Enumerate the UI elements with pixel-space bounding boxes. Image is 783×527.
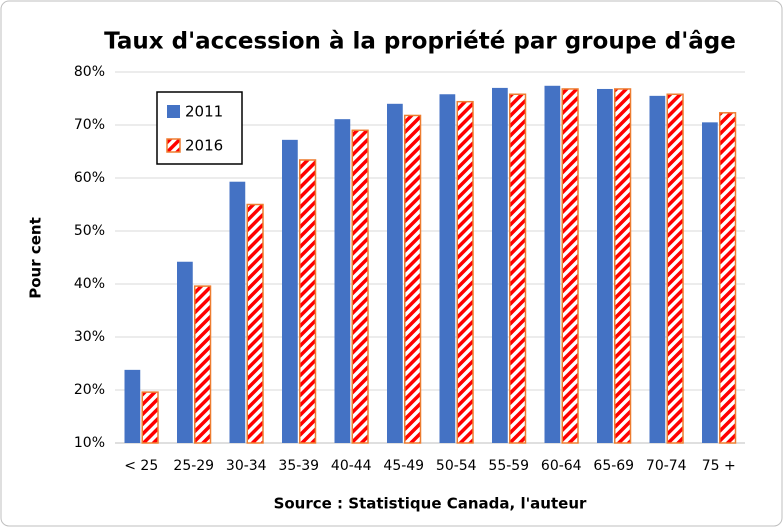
bar: [124, 369, 141, 443]
bar: [387, 103, 403, 444]
y-axis-title: Pour cent: [27, 217, 45, 299]
bar: [561, 88, 579, 444]
bar: [282, 139, 298, 443]
legend-label: 2011: [185, 103, 223, 121]
bar: [299, 159, 317, 444]
y-tick-label: 80%: [74, 64, 105, 80]
x-tick-label: 55-59: [488, 458, 529, 474]
bar: [246, 203, 264, 444]
x-tick-label: 35-39: [278, 458, 319, 474]
y-tick-label: 60%: [74, 170, 105, 186]
bar: [194, 285, 212, 444]
bar: [597, 88, 613, 444]
x-tick-label: < 25: [124, 458, 158, 474]
x-tick-label: 30-34: [226, 458, 267, 474]
y-tick-label: 70%: [74, 117, 105, 133]
y-tick-label: 50%: [74, 223, 105, 239]
legend-swatch: [167, 105, 180, 118]
bar: [544, 85, 561, 443]
bar: [509, 93, 527, 444]
y-tick-label: 10%: [74, 435, 105, 451]
bar: [702, 122, 718, 443]
bar: [404, 114, 422, 444]
bar: [334, 119, 351, 444]
y-tick-label: 40%: [74, 276, 105, 292]
x-tick-label: 40-44: [331, 458, 372, 474]
x-tick-label: 70-74: [646, 458, 687, 474]
bar: [649, 95, 666, 443]
bar: [439, 94, 456, 443]
bar: [666, 93, 684, 444]
bar: [456, 100, 474, 444]
bar: [492, 87, 508, 444]
x-tick-label: 75 +: [702, 458, 736, 474]
x-axis-title: Source : Statistique Canada, l'auteur: [274, 495, 587, 513]
x-tick-label: 25-29: [173, 458, 214, 474]
y-tick-label: 20%: [74, 382, 105, 398]
x-tick-label: 45-49: [383, 458, 424, 474]
bar: [614, 88, 632, 444]
y-tick-label: 30%: [74, 329, 105, 345]
bar: [719, 112, 737, 444]
bar: [351, 129, 369, 444]
bar: [177, 261, 193, 443]
x-tick-label: 60-64: [541, 458, 582, 474]
bar: [141, 391, 159, 444]
x-tick-label: 65-69: [593, 458, 634, 474]
bar: [229, 181, 246, 443]
legend-label: 2016: [185, 137, 223, 155]
chart-title: Taux d'accession à la propriété par grou…: [104, 29, 736, 55]
legend-swatch: [166, 138, 181, 153]
x-tick-label: 50-54: [436, 458, 477, 474]
